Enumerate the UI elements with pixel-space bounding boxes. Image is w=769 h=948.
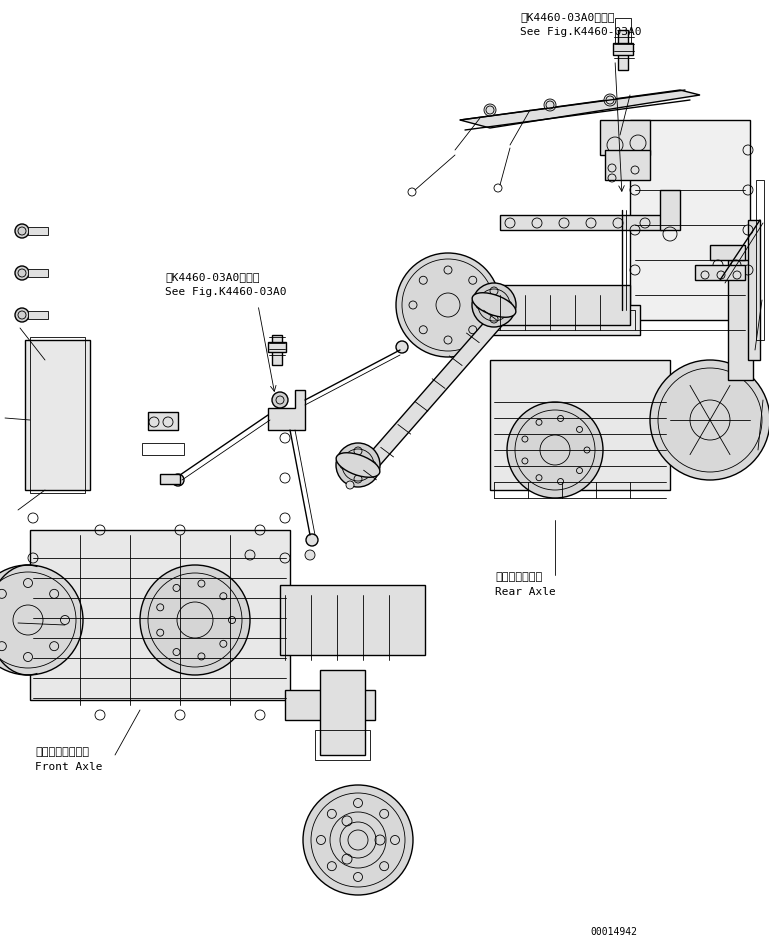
Circle shape (507, 402, 603, 498)
Bar (748, 220, 760, 360)
Circle shape (484, 104, 496, 116)
Polygon shape (460, 90, 700, 128)
Bar (28, 227, 48, 235)
Bar (605, 150, 650, 180)
Bar (30, 337, 85, 493)
Circle shape (15, 308, 29, 322)
Bar (268, 342, 286, 352)
Circle shape (544, 99, 556, 111)
Bar (500, 215, 665, 230)
Circle shape (15, 224, 29, 238)
Text: リヤーアクスル: リヤーアクスル (495, 572, 542, 582)
Bar (285, 690, 375, 720)
Circle shape (630, 135, 646, 151)
Circle shape (172, 474, 184, 486)
Bar (613, 43, 633, 55)
Bar (25, 340, 90, 490)
Bar (160, 474, 180, 484)
Bar (695, 265, 745, 280)
Circle shape (140, 565, 250, 675)
Polygon shape (355, 310, 507, 480)
Text: Rear Axle: Rear Axle (495, 587, 556, 597)
Circle shape (396, 253, 500, 357)
Circle shape (306, 534, 318, 546)
Text: 00014942: 00014942 (590, 927, 637, 937)
Circle shape (472, 283, 516, 327)
Bar (315, 730, 370, 760)
Bar (618, 30, 628, 70)
Bar (756, 180, 764, 340)
Bar (660, 190, 680, 230)
Text: Front Axle: Front Axle (35, 762, 102, 772)
Circle shape (305, 550, 315, 560)
Circle shape (15, 266, 29, 280)
Ellipse shape (336, 453, 380, 477)
Circle shape (346, 481, 354, 489)
Bar (490, 360, 670, 490)
Bar (28, 311, 48, 319)
Bar (148, 412, 178, 430)
Circle shape (303, 785, 413, 895)
Bar (280, 585, 425, 655)
Bar (272, 335, 282, 365)
Bar (630, 120, 750, 320)
Bar (495, 285, 630, 325)
Circle shape (336, 443, 380, 487)
Bar (600, 120, 650, 155)
Text: 第K4460-03A0図参照: 第K4460-03A0図参照 (165, 272, 259, 282)
Bar (440, 305, 640, 335)
Text: See Fig.K4460-03A0: See Fig.K4460-03A0 (520, 27, 641, 37)
Text: See Fig.K4460-03A0: See Fig.K4460-03A0 (165, 287, 287, 297)
Circle shape (607, 137, 623, 153)
Polygon shape (268, 390, 305, 430)
Bar (142, 443, 184, 455)
Ellipse shape (472, 293, 516, 318)
Text: 第K4460-03A0図参照: 第K4460-03A0図参照 (520, 12, 614, 22)
Circle shape (0, 565, 83, 675)
Circle shape (272, 392, 288, 408)
Circle shape (650, 360, 769, 480)
Circle shape (396, 341, 408, 353)
Circle shape (245, 550, 255, 560)
Bar (28, 269, 48, 277)
Circle shape (604, 94, 616, 106)
Bar (728, 260, 753, 380)
Text: フロントアクスル: フロントアクスル (35, 747, 89, 757)
Bar (30, 530, 290, 700)
Bar (320, 670, 365, 755)
Bar (445, 310, 635, 330)
Bar (710, 245, 745, 260)
Bar (615, 18, 631, 43)
